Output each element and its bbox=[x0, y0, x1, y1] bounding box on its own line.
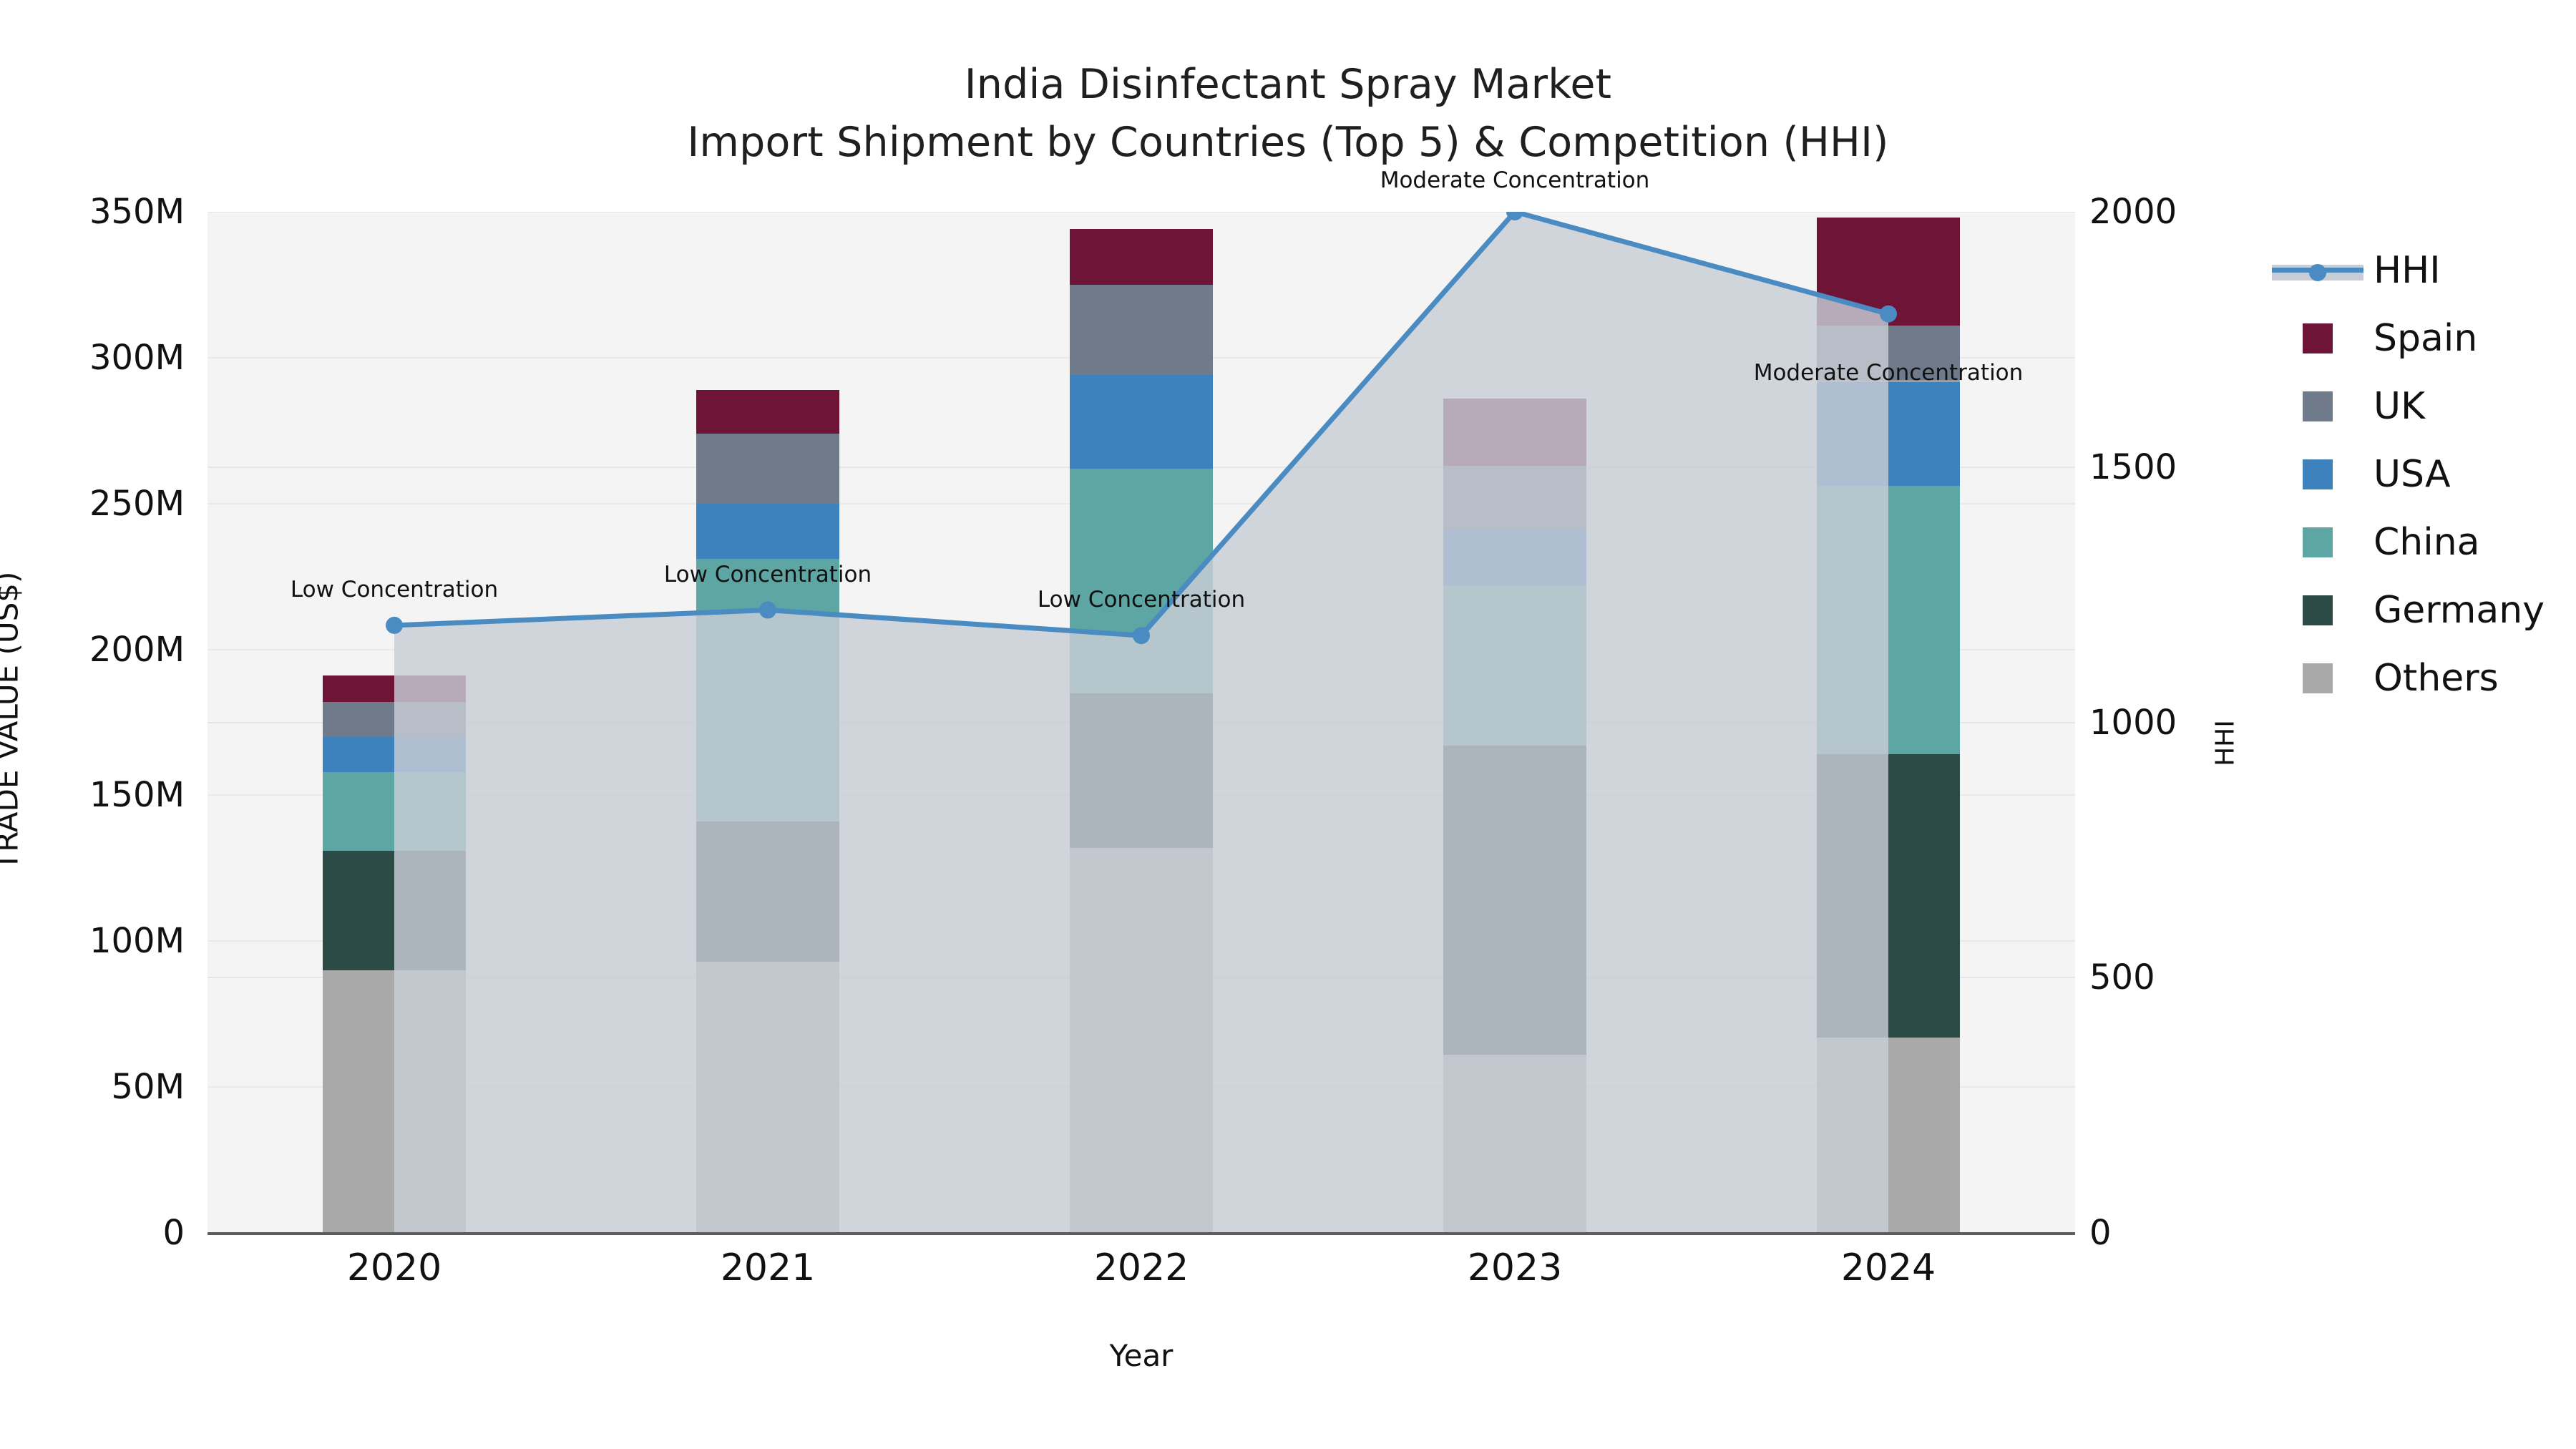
legend-line-icon bbox=[2272, 255, 2363, 286]
bar-segment-usa[interactable] bbox=[696, 503, 839, 560]
legend-label: Spain bbox=[2373, 316, 2478, 360]
x-axis-label: Year bbox=[1109, 1338, 1174, 1373]
x-tick: 2023 bbox=[1467, 1246, 1563, 1289]
hhi-annotation: Moderate Concentration bbox=[1380, 167, 1650, 193]
y-tick-left: 100M bbox=[89, 921, 185, 962]
legend-swatch-uk bbox=[2303, 391, 2333, 421]
legend-label: USA bbox=[2373, 452, 2451, 496]
y-tick-left: 200M bbox=[89, 629, 185, 670]
chart-title-line-1: India Disinfectant Spray Market bbox=[964, 61, 1612, 108]
y-tick-left: 50M bbox=[111, 1067, 185, 1108]
x-tick: 2024 bbox=[1840, 1246, 1936, 1289]
x-tick: 2020 bbox=[346, 1246, 442, 1289]
hhi-annotation: Low Concentration bbox=[1037, 587, 1246, 613]
y-tick-right: 1500 bbox=[2089, 447, 2177, 487]
y-tick-right: 1000 bbox=[2089, 702, 2177, 743]
legend-swatch-others bbox=[2303, 663, 2333, 693]
y-tick-left: 350M bbox=[89, 192, 185, 232]
y-tick-left: 300M bbox=[89, 337, 185, 378]
hhi-marker[interactable] bbox=[1880, 305, 1897, 323]
hhi-marker[interactable] bbox=[759, 601, 776, 619]
chart-title-line-2: Import Shipment by Countries (Top 5) & C… bbox=[687, 118, 1889, 166]
y-axis-right-label: HHI bbox=[2210, 720, 2240, 766]
legend-label: UK bbox=[2373, 384, 2426, 428]
bar-segment-usa[interactable] bbox=[1070, 375, 1213, 469]
legend-label: HHI bbox=[2373, 248, 2441, 292]
legend-item-uk[interactable]: UK bbox=[2272, 372, 2545, 440]
chart-legend: HHI Spain UK USA China Germany Others bbox=[2272, 236, 2545, 712]
legend-item-others[interactable]: Others bbox=[2272, 644, 2545, 712]
hhi-marker[interactable] bbox=[1133, 627, 1150, 645]
y-tick-right: 0 bbox=[2089, 1213, 2112, 1253]
y-axis-left-label: TRADE VALUE (US$) bbox=[0, 571, 25, 871]
plot-inner bbox=[208, 212, 2075, 1233]
legend-label: Germany bbox=[2373, 588, 2545, 632]
gridline-right bbox=[208, 212, 2075, 213]
y-tick-right: 500 bbox=[2089, 957, 2155, 998]
legend-label: Others bbox=[2373, 656, 2499, 700]
legend-label: China bbox=[2373, 520, 2480, 564]
hhi-marker[interactable] bbox=[386, 616, 403, 634]
legend-swatch-spain bbox=[2303, 323, 2333, 353]
plot-area bbox=[208, 212, 2075, 1233]
legend-item-spain[interactable]: Spain bbox=[2272, 304, 2545, 372]
legend-swatch-china bbox=[2303, 527, 2333, 557]
x-tick: 2021 bbox=[720, 1246, 816, 1289]
bar-segment-spain[interactable] bbox=[1070, 229, 1213, 285]
hhi-series bbox=[386, 212, 1897, 1233]
hhi-annotation: Moderate Concentration bbox=[1753, 359, 2024, 386]
chart-title: India Disinfectant Spray Market Import S… bbox=[0, 56, 2576, 172]
legend-line-marker bbox=[2309, 263, 2326, 281]
hhi-area-fill bbox=[394, 212, 1888, 1233]
x-tick: 2022 bbox=[1093, 1246, 1189, 1289]
bar-segment-spain[interactable] bbox=[696, 389, 839, 434]
legend-item-china[interactable]: China bbox=[2272, 508, 2545, 576]
bar-segment-uk[interactable] bbox=[1070, 284, 1213, 376]
legend-swatch-germany bbox=[2303, 595, 2333, 625]
y-tick-right: 2000 bbox=[2089, 192, 2177, 232]
y-tick-left: 250M bbox=[89, 483, 185, 524]
legend-item-germany[interactable]: Germany bbox=[2272, 576, 2545, 644]
x-axis-spine bbox=[208, 1232, 2075, 1235]
hhi-marker[interactable] bbox=[1506, 212, 1523, 220]
hhi-annotation: Low Concentration bbox=[290, 576, 499, 602]
legend-item-usa[interactable]: USA bbox=[2272, 440, 2545, 508]
bar-segment-uk[interactable] bbox=[696, 433, 839, 504]
legend-swatch-usa bbox=[2303, 459, 2333, 489]
hhi-annotation: Low Concentration bbox=[663, 561, 872, 587]
y-tick-left: 150M bbox=[89, 775, 185, 816]
legend-item-hhi[interactable]: HHI bbox=[2272, 236, 2545, 304]
y-tick-left: 0 bbox=[162, 1213, 185, 1253]
